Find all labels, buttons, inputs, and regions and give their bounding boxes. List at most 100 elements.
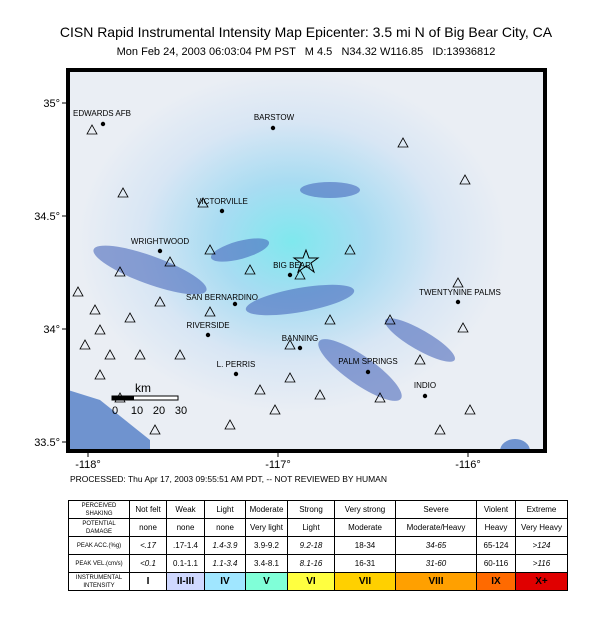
lat-tick-label: 35° bbox=[43, 98, 60, 110]
city-dot bbox=[287, 272, 293, 278]
scale-tick-label: 0 bbox=[112, 405, 118, 417]
station bbox=[89, 304, 101, 315]
station bbox=[384, 314, 396, 325]
station bbox=[72, 286, 84, 297]
city-dot bbox=[157, 248, 163, 254]
legend-row-label: PEAK ACC.(%g) bbox=[68, 536, 130, 555]
legend-row-label: PEAK VEL.(cm/s) bbox=[68, 554, 130, 573]
city-label: SAN BERNARDINO bbox=[186, 293, 258, 302]
legend-cell: 3.4-8.1 bbox=[245, 554, 288, 573]
station bbox=[149, 424, 161, 435]
legend-cell: none bbox=[204, 518, 246, 537]
scale-unit: km bbox=[135, 381, 151, 395]
station bbox=[134, 349, 146, 360]
legend-cell: none bbox=[166, 518, 205, 537]
station bbox=[414, 354, 426, 365]
station bbox=[114, 266, 126, 277]
station bbox=[86, 124, 98, 135]
legend-cell: >124 bbox=[515, 536, 568, 555]
intensity-legend: PERCEIVED SHAKING Not felt Weak Light Modera… bbox=[68, 500, 568, 591]
ocean bbox=[68, 390, 150, 451]
legend-cell: VI bbox=[287, 572, 335, 591]
scale-bar-seg bbox=[112, 396, 134, 400]
legend-row-label: INSTRUMENTAL INTENSITY bbox=[68, 572, 130, 591]
legend-cell: II-III bbox=[166, 572, 205, 591]
lon-tick-label: -116° bbox=[455, 459, 481, 471]
station bbox=[397, 137, 409, 148]
legend-cell: VII bbox=[334, 572, 396, 591]
map-figure: CISN Rapid Instrumental Intensity Map Ep… bbox=[34, 24, 553, 484]
station bbox=[324, 314, 336, 325]
station bbox=[117, 187, 129, 198]
station bbox=[104, 349, 116, 360]
scale-tick-label: 10 bbox=[131, 405, 143, 417]
epicenter bbox=[292, 248, 320, 274]
station bbox=[204, 306, 216, 317]
lon-tick-label: -117° bbox=[265, 459, 291, 471]
legend-cell: Weak bbox=[166, 500, 205, 519]
station bbox=[284, 339, 296, 350]
station bbox=[434, 424, 446, 435]
station bbox=[124, 312, 136, 323]
station bbox=[79, 339, 91, 350]
city-dot bbox=[232, 301, 238, 307]
station bbox=[457, 322, 469, 333]
station bbox=[197, 197, 209, 208]
station bbox=[452, 277, 464, 288]
legend-cell: Moderate bbox=[334, 518, 396, 537]
legend-cell: Heavy bbox=[476, 518, 516, 537]
station bbox=[294, 269, 306, 280]
legend-cell: V bbox=[245, 572, 288, 591]
city-dot bbox=[297, 345, 303, 351]
city-label: TWENTYNINE PALMS bbox=[419, 288, 501, 297]
legend-row: PEAK VEL.(cm/s) <0.1 0.1-1.1 1.1-3.4 3.4-8.1… bbox=[68, 554, 568, 573]
legend-cell: I bbox=[129, 572, 167, 591]
legend-cell: 65-124 bbox=[476, 536, 516, 555]
station bbox=[154, 296, 166, 307]
city-label: EDWARDS AFB bbox=[73, 109, 131, 118]
station bbox=[314, 389, 326, 400]
terrain bbox=[93, 182, 455, 401]
city-label: L. PERRIS bbox=[217, 360, 256, 369]
legend-cell: none bbox=[129, 518, 167, 537]
legend-cell: 3.9-9.2 bbox=[245, 536, 288, 555]
legend-cell: 8.1-16 bbox=[287, 554, 335, 573]
legend-cell: VIII bbox=[395, 572, 477, 591]
legend-cell: Very light bbox=[245, 518, 288, 537]
city-label: WRIGHTWOOD bbox=[131, 237, 189, 246]
legend-row-label: PERCEIVED SHAKING bbox=[68, 500, 130, 519]
city-label: VICTORVILLE bbox=[196, 197, 248, 206]
legend-cell: 34-65 bbox=[395, 536, 477, 555]
station bbox=[224, 419, 236, 430]
legend-cell: <0.1 bbox=[129, 554, 167, 573]
station bbox=[284, 372, 296, 383]
city-label: PALM SPRINGS bbox=[338, 357, 397, 366]
station bbox=[269, 404, 281, 415]
city-dot bbox=[365, 369, 371, 375]
station bbox=[164, 256, 176, 267]
city-label: BANNING bbox=[282, 334, 318, 343]
city-dot bbox=[100, 121, 106, 127]
legend-cell: Moderate bbox=[245, 500, 288, 519]
city-label: INDIO bbox=[414, 381, 436, 390]
lat-tick-label: 34.5° bbox=[34, 211, 60, 223]
lon-tick-label: -118° bbox=[75, 459, 101, 471]
city-dot bbox=[455, 299, 461, 305]
legend-cell: Moderate/Heavy bbox=[395, 518, 477, 537]
legend-cell: X+ bbox=[515, 572, 568, 591]
station bbox=[244, 264, 256, 275]
station bbox=[94, 369, 106, 380]
legend-row: PERCEIVED SHAKING Not felt Weak Light Modera… bbox=[68, 500, 568, 519]
subtitle: Mon Feb 24, 2003 06:03:04 PM PST M 4.5 N… bbox=[117, 46, 496, 58]
legend-cell: Not felt bbox=[129, 500, 167, 519]
city-dot bbox=[422, 393, 428, 399]
station bbox=[254, 384, 266, 395]
legend-row-label: POTENTIAL DAMAGE bbox=[68, 518, 130, 537]
scale-tick-label: 30 bbox=[175, 405, 187, 417]
legend-cell: <.17 bbox=[129, 536, 167, 555]
city-dot bbox=[270, 125, 276, 131]
legend-cell: Strong bbox=[287, 500, 335, 519]
station bbox=[464, 404, 476, 415]
title: CISN Rapid Instrumental Intensity Map Ep… bbox=[60, 24, 553, 40]
